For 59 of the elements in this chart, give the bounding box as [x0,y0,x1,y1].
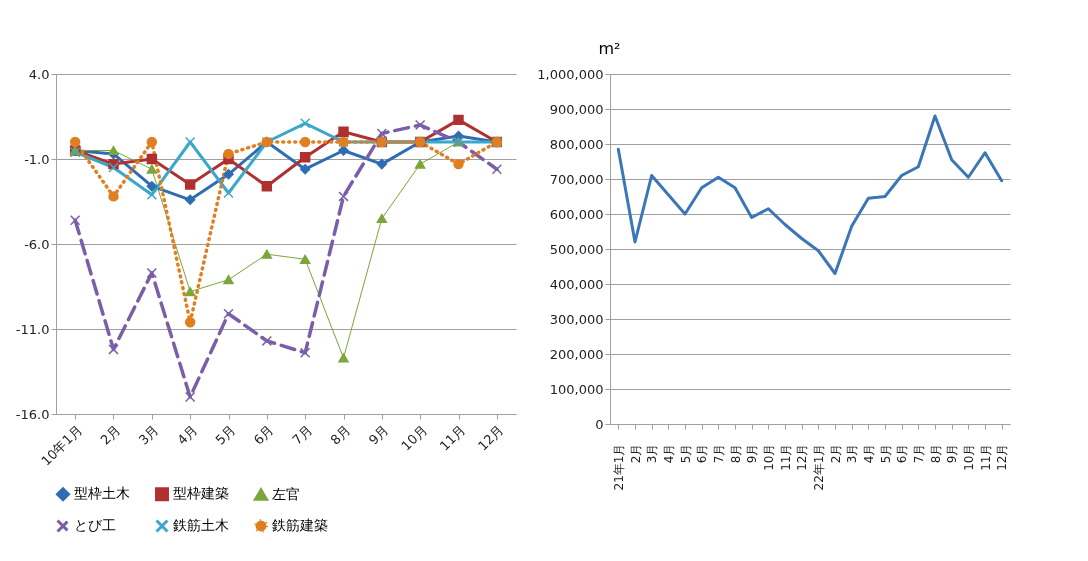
x-tick-label: 8月 [728,443,743,464]
x-tick-label: 10月 [398,422,430,454]
y-tick-label: 300,000 [549,311,604,327]
x-tick-label: 5月 [678,443,693,464]
y-tick-label: 0 [595,416,604,432]
x-tick-label: 5月 [212,422,239,448]
x-tick-label: 3月 [135,422,162,448]
x-tick-label: 10月 [961,443,976,471]
y-tick-label: 1,000,000 [537,66,604,82]
x-tick-label: 6月 [250,422,277,448]
x-tick-label: 4月 [661,443,676,464]
x-tick-label: 6月 [895,443,910,464]
x-tick-label: 7月 [911,443,926,464]
legend-label: 左官 [272,485,300,502]
y-tick-label: 900,000 [549,101,604,117]
x-tick-label: 10月 [761,443,776,471]
x-tick-label: 12月 [475,422,507,454]
y-tick-label: -16.0 [15,406,50,422]
legend-label: 鉄筋建築 [272,517,328,533]
x-tick-label: 2月 [628,443,643,464]
x-tick-label: 7月 [711,443,726,464]
x-tick-label: 2月 [97,422,124,448]
x-tick-label: 3月 [645,443,660,464]
x-tick-label: 8月 [327,422,354,448]
x-tick-label: 21年1月 [611,443,626,491]
x-tick-label: 5月 [878,443,893,464]
x-tick-label: 7月 [289,422,315,448]
x-tick-label: 9月 [745,443,760,464]
x-tick-label: 2月 [828,443,843,464]
legend-label: 型枠土木 [74,485,130,502]
y-tick-label: 600,000 [549,206,604,222]
y-tick-label: 800,000 [549,136,604,152]
legend-label: 型枠建築 [173,485,229,502]
x-tick-label: 4月 [174,422,200,448]
y-tick-label: 200,000 [549,346,604,362]
y-axis-title: m² [598,38,621,58]
x-tick-label: 4月 [861,443,876,464]
x-tick-label: 11月 [978,443,993,471]
x-tick-label: 6月 [695,443,710,464]
x-tick-label: 9月 [365,422,392,448]
x-tick-label: 11月 [436,422,469,454]
y-tick-label: 400,000 [549,276,604,292]
legend-label: 鉄筋土木 [173,517,229,533]
x-tick-label: 3月 [845,443,860,464]
y-tick-label: -11.0 [15,321,50,337]
x-tick-label: 10年1月 [38,422,85,469]
x-tick-label: 11月 [778,443,793,471]
x-tick-label: 8月 [928,443,943,464]
y-tick-label: 700,000 [549,171,604,187]
y-tick-label: 4.0 [28,66,50,82]
x-tick-label: 12月 [795,443,810,471]
x-tick-label: 12月 [995,443,1010,471]
legend-label: とび工 [74,517,116,533]
x-tick-label: 22年1月 [811,443,826,491]
y-tick-label: 500,000 [549,241,604,257]
y-tick-label: -6.0 [24,236,50,252]
y-tick-label: 100,000 [549,381,604,397]
y-tick-label: -1.0 [24,151,50,167]
x-tick-label: 9月 [945,443,960,464]
